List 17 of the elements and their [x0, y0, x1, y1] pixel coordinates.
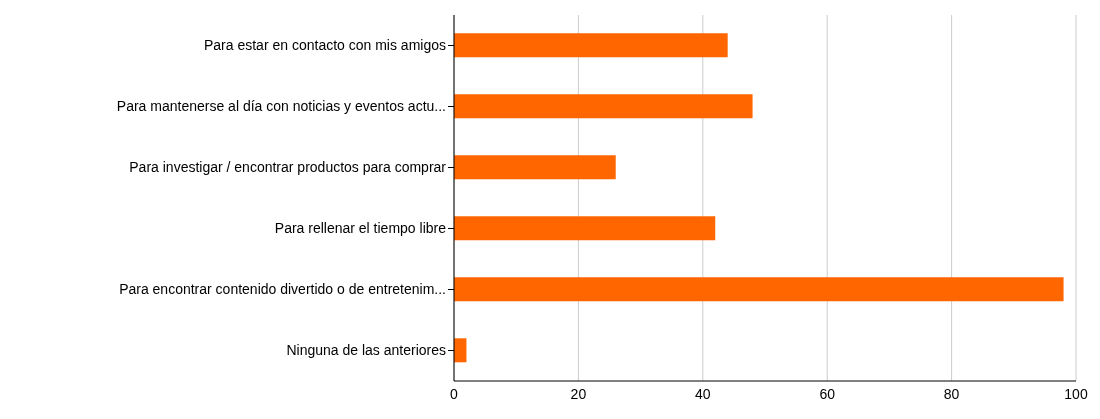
bar — [454, 155, 616, 180]
y-tick-label: Para rellenar el tiempo libre — [274, 220, 447, 237]
x-tick-label: 0 — [450, 385, 459, 402]
bar — [454, 33, 728, 58]
y-tick-label: Para estar en contacto con mis amigos — [203, 37, 446, 54]
y-tick-label: Ninguna de las anteriores — [286, 342, 446, 359]
x-tick-label: 60 — [819, 385, 836, 402]
x-tick-label: 40 — [695, 385, 711, 402]
x-tick-label: 80 — [943, 385, 960, 402]
bar — [454, 94, 753, 119]
bar — [454, 277, 1064, 302]
y-tick-label: Para investigar / encontrar productos para comprar — [129, 159, 447, 176]
y-tick-label: Para encontrar contenido divertido o de entretenim... — [119, 281, 446, 298]
x-tick-label: 20 — [570, 385, 587, 402]
x-tick-label: 100 — [1064, 385, 1088, 402]
y-tick-label: Para mantenerse al día con noticias y eventos actu... — [116, 98, 446, 115]
bar — [454, 216, 716, 241]
